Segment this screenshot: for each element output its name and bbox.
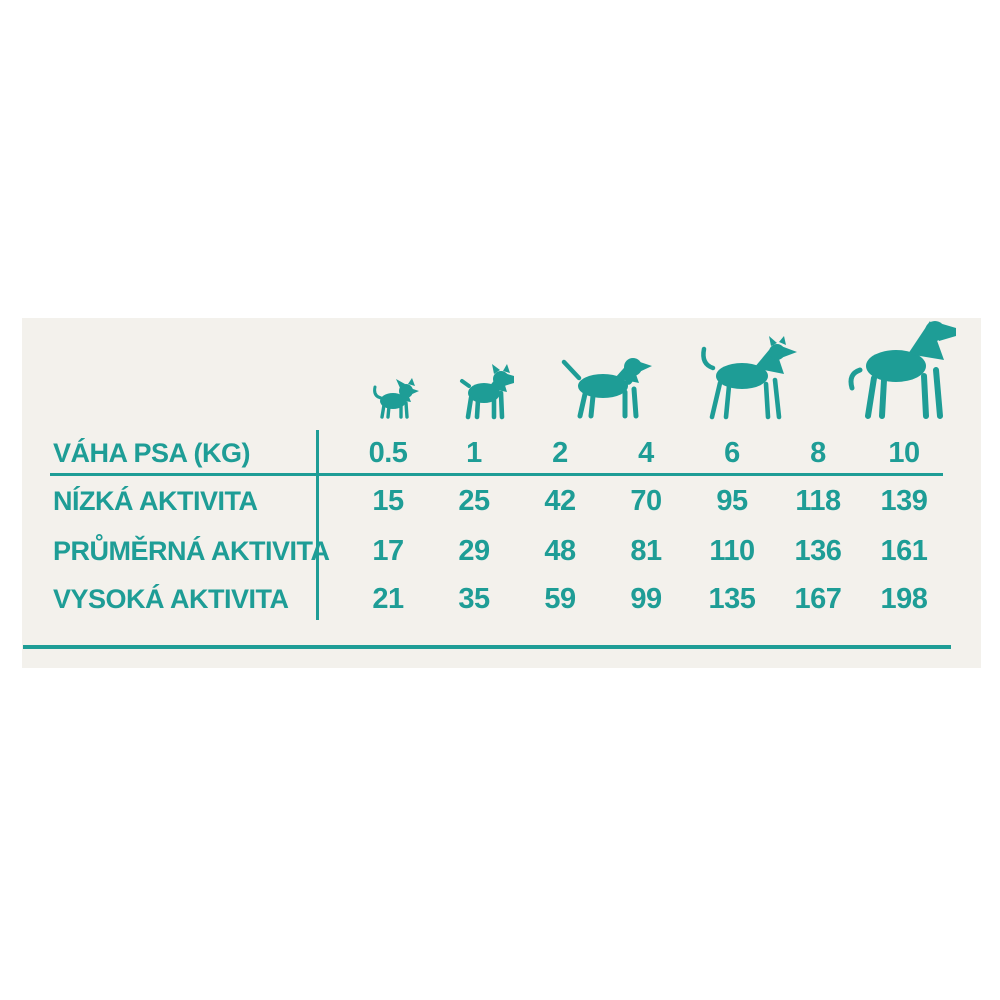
table-bottom-rule <box>23 645 951 649</box>
table-cell: 29 <box>458 534 490 567</box>
table-cell: 25 <box>458 485 490 517</box>
table-cell: 167 <box>794 582 842 615</box>
weight-header-label: VÁHA PSA (KG) <box>53 437 251 468</box>
row-label: NÍZKÁ AKTIVITA <box>53 486 258 516</box>
table-cell: 70 <box>630 485 662 517</box>
dog-beagle-icon <box>561 350 653 420</box>
table-cell: 35 <box>458 582 490 615</box>
table-cell: 81 <box>630 534 662 567</box>
table-cell: 95 <box>716 485 748 517</box>
table-cell: 17 <box>372 534 404 567</box>
table-cell: 118 <box>795 485 841 517</box>
column-divider-rule <box>316 430 319 620</box>
weight-header-row: VÁHA PSA (KG) 0.5 1 2 4 6 8 10 <box>22 430 947 476</box>
table-cell: 99 <box>630 582 662 615</box>
table-row-high-activity: VYSOKÁ AKTIVITA 21 35 59 99 135 167 198 <box>22 575 947 623</box>
dog-chihuahua-icon <box>370 378 420 420</box>
table-cell: 161 <box>880 534 928 567</box>
table-cell: 21 <box>372 582 404 615</box>
table-cell: 15 <box>372 485 404 517</box>
dog-great-dane-icon <box>846 318 958 420</box>
weight-col-header: 8 <box>810 436 826 469</box>
table-cell: 59 <box>544 582 576 615</box>
weight-col-header: 4 <box>638 436 654 469</box>
table-cell: 136 <box>794 534 842 567</box>
weight-col-header: 1 <box>466 436 482 469</box>
header-underline-rule <box>50 473 943 476</box>
table-row-low-activity: NÍZKÁ AKTIVITA 15 25 42 70 95 118 139 <box>22 476 947 527</box>
row-label: PRŮMĚRNÁ AKTIVITA <box>53 535 330 566</box>
table-cell: 110 <box>709 534 755 567</box>
weight-col-header: 10 <box>888 436 920 469</box>
dog-boxer-icon <box>457 364 517 420</box>
row-label: VYSOKÁ AKTIVITA <box>53 583 289 614</box>
weight-col-header: 2 <box>552 436 568 469</box>
table-cell: 48 <box>544 534 576 567</box>
table-cell: 139 <box>880 485 928 517</box>
table-cell: 198 <box>880 582 928 615</box>
table-cell: 42 <box>544 485 576 517</box>
feeding-table-panel: VÁHA PSA (KG) 0.5 1 2 4 6 8 10 NÍZKÁ AKT… <box>22 318 981 668</box>
dog-pinscher-icon <box>698 336 798 420</box>
table-row-average-activity: PRŮMĚRNÁ AKTIVITA 17 29 48 81 110 136 16… <box>22 527 947 575</box>
weight-col-header: 0.5 <box>368 436 408 469</box>
weight-col-header: 6 <box>724 436 740 469</box>
table-cell: 135 <box>708 582 756 615</box>
feeding-table: VÁHA PSA (KG) 0.5 1 2 4 6 8 10 NÍZKÁ AKT… <box>22 430 947 623</box>
